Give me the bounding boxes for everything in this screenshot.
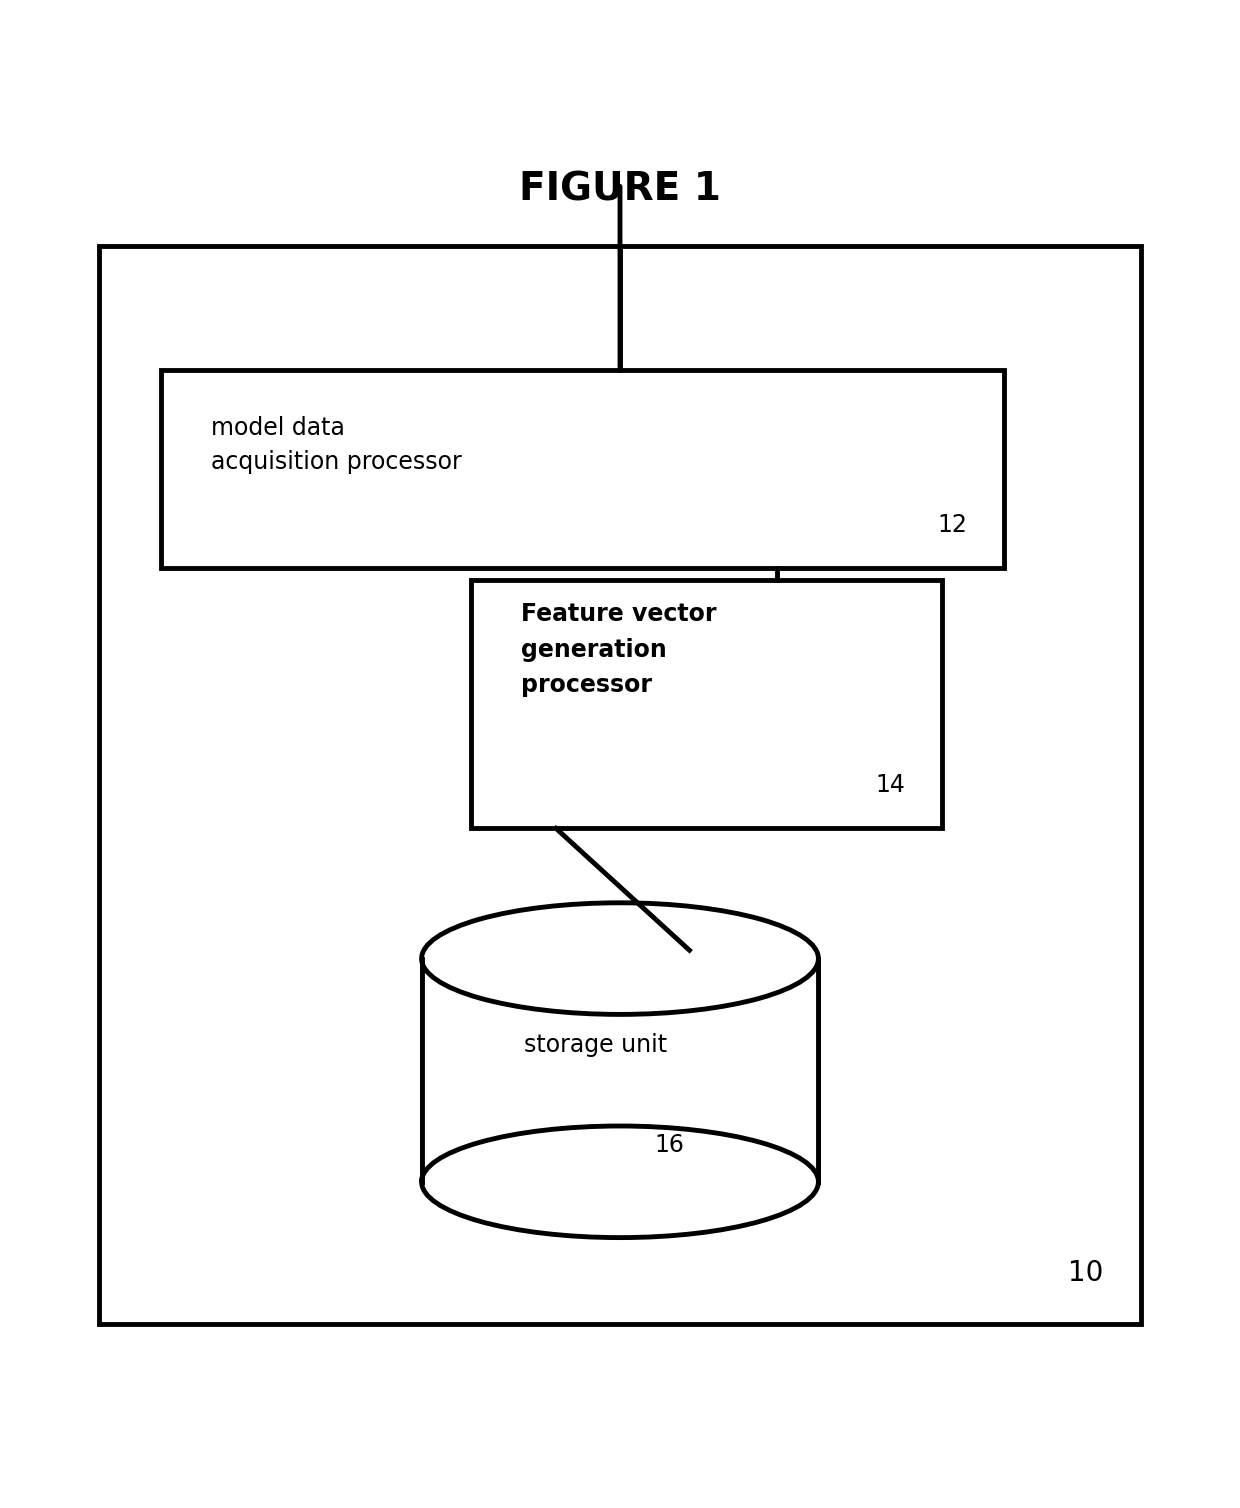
FancyBboxPatch shape	[161, 369, 1004, 569]
Text: 14: 14	[875, 774, 905, 798]
Ellipse shape	[422, 903, 818, 1015]
Text: storage unit: storage unit	[523, 1033, 667, 1057]
Text: FIGURE 1: FIGURE 1	[520, 170, 720, 208]
Text: 12: 12	[937, 513, 967, 537]
Bar	[422, 959, 818, 1182]
Text: model data
acquisition processor: model data acquisition processor	[211, 416, 461, 474]
Ellipse shape	[422, 1126, 818, 1238]
FancyBboxPatch shape	[471, 581, 942, 828]
Text: 16: 16	[655, 1133, 684, 1157]
Text: Feature vector
generation
processor: Feature vector generation processor	[521, 602, 717, 697]
Text: 10: 10	[1068, 1259, 1104, 1288]
